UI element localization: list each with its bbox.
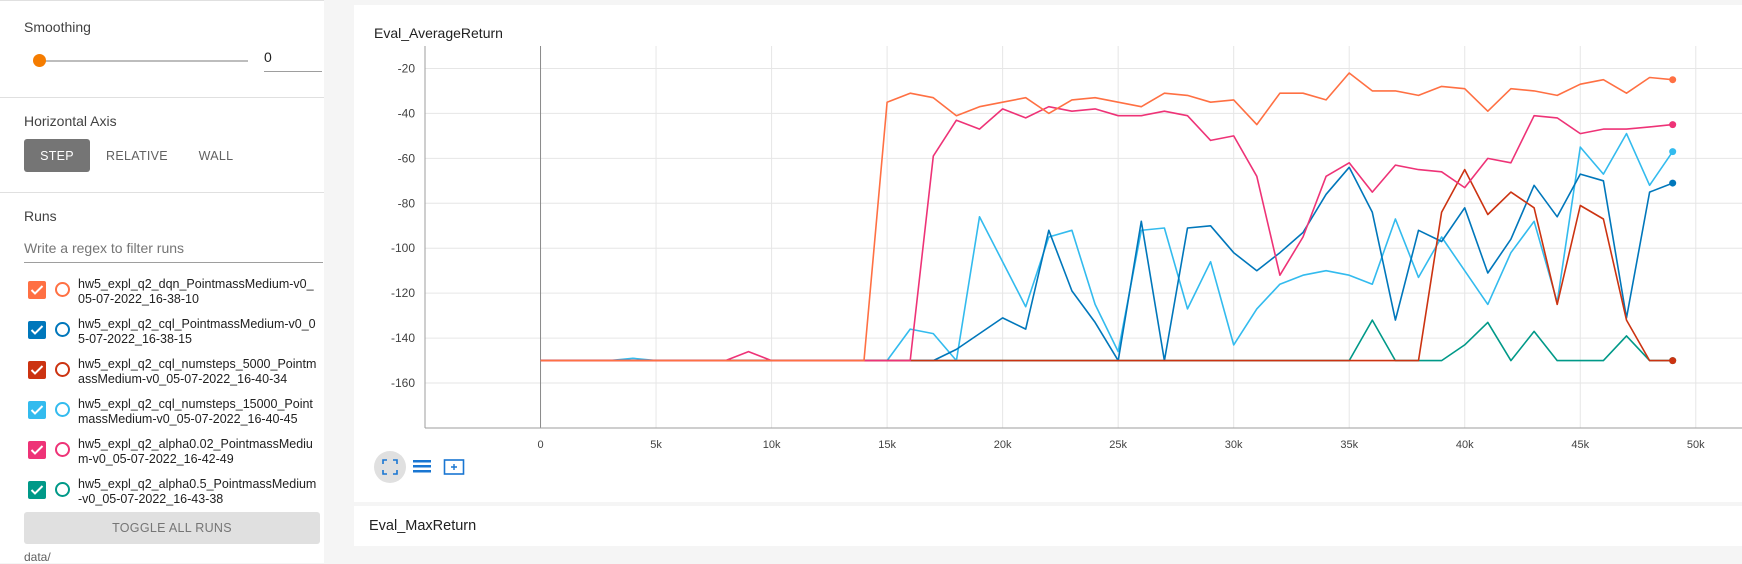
run-name: hw5_expl_q2_alpha0.5_PointmassMedium -v0_… (78, 477, 348, 507)
run-checkbox[interactable] (28, 481, 46, 499)
series-line (540, 168, 1673, 362)
y-tick-label: -60 (398, 151, 416, 165)
x-tick-label: 0 (537, 439, 543, 451)
run-name: hw5_expl_q2_cql_numsteps_5000_Pointm assM… (78, 357, 348, 387)
x-tick-label: 15k (878, 439, 896, 451)
x-tick-label: 45k (1571, 439, 1589, 451)
toggle-all-runs-button[interactable]: TOGGLE ALL RUNS (24, 512, 320, 544)
series-end-point (1669, 76, 1677, 84)
run-name-line: m-v0_05-07-2022_16-42-49 (78, 452, 234, 466)
series-end-point (1669, 179, 1677, 187)
run-row[interactable]: hw5_expl_q2_alpha0.02_PointmassMediu m-v0… (24, 436, 324, 476)
smoothing-slider-thumb[interactable] (33, 54, 46, 67)
run-color-circle[interactable] (55, 442, 70, 457)
run-checkbox[interactable] (28, 401, 46, 419)
run-checkbox[interactable] (28, 321, 46, 339)
divider (0, 0, 324, 1)
y-tick-label: -20 (398, 61, 416, 75)
run-color-circle[interactable] (55, 362, 70, 377)
series-line (540, 105, 1673, 362)
toggle-y-axis-icon[interactable] (438, 451, 470, 483)
series-line (540, 132, 1674, 362)
run-checkbox[interactable] (28, 361, 46, 379)
y-tick-label: -80 (398, 196, 416, 210)
run-name-line: hw5_expl_q2_cql_PointmassMedium-v0_0 (78, 317, 316, 331)
run-row[interactable]: hw5_expl_q2_alpha0.5_PointmassMedium -v0_… (24, 476, 324, 516)
run-name-line: hw5_expl_q2_cql_numsteps_5000_Pointm (78, 357, 317, 371)
run-row[interactable]: hw5_expl_q2_dqn_PointmassMedium-v0_ 05-07… (24, 276, 324, 316)
checkmark-icon (30, 285, 44, 295)
sidebar: Smoothing 0 Horizontal Axis STEP RELATIV… (0, 0, 324, 564)
y-tick-label: -100 (391, 241, 415, 255)
smoothing-slider-track[interactable] (40, 60, 248, 62)
divider (0, 97, 324, 98)
smoothing-value-input[interactable]: 0 (264, 49, 322, 72)
y-tick-label: -120 (391, 286, 415, 300)
series-end-point (1669, 121, 1677, 129)
run-color-circle[interactable] (55, 322, 70, 337)
run-row[interactable]: hw5_expl_q2_cql_numsteps_5000_Pointm assM… (24, 356, 324, 396)
divider (0, 192, 324, 193)
checkmark-icon (30, 485, 44, 495)
run-name-line: 05-07-2022_16-38-10 (78, 292, 199, 306)
run-name-line: hw5_expl_q2_dqn_PointmassMedium-v0_ (78, 277, 314, 291)
fit-domain-icon[interactable] (374, 451, 406, 483)
run-name: hw5_expl_q2_dqn_PointmassMedium-v0_ 05-07… (78, 277, 348, 307)
axis-wall-button[interactable]: WALL (198, 148, 234, 163)
x-tick-label: 10k (763, 439, 781, 451)
data-table-icon[interactable] (406, 451, 438, 483)
x-tick-label: 35k (1340, 439, 1358, 451)
run-checkbox[interactable] (28, 281, 46, 299)
y-tick-label: -40 (398, 106, 416, 120)
series-line (540, 72, 1673, 362)
run-name-line: 5-07-2022_16-38-15 (78, 332, 192, 346)
checkmark-icon (30, 365, 44, 375)
run-name: hw5_expl_q2_cql_numsteps_15000_Point mass… (78, 397, 348, 427)
run-name-line: massMedium-v0_05-07-2022_16-40-45 (78, 412, 298, 426)
chart-title: Eval_AverageReturn (374, 25, 503, 41)
checkmark-icon (30, 325, 44, 335)
run-color-circle[interactable] (55, 482, 70, 497)
run-row[interactable]: hw5_expl_q2_cql_PointmassMedium-v0_0 5-07… (24, 316, 324, 356)
run-color-circle[interactable] (55, 402, 70, 417)
y-tick-label: -140 (391, 331, 415, 345)
run-checkbox[interactable] (28, 441, 46, 459)
runs-filter-input[interactable]: Write a regex to filter runs (24, 240, 323, 263)
run-name-line: hw5_expl_q2_alpha0.02_PointmassMediu (78, 437, 313, 451)
run-color-circle[interactable] (55, 282, 70, 297)
checkmark-icon (30, 445, 44, 455)
series-end-point (1669, 148, 1677, 156)
runs-title: Runs (24, 208, 57, 224)
chart-svg[interactable]: -20 -40 -60 -80 -100 -120 -140 -160 0 5k 10k 15k 20k… (354, 5, 1742, 502)
run-name-line: assMedium-v0_05-07-2022_16-40-34 (78, 372, 288, 386)
smoothing-title: Smoothing (24, 19, 91, 35)
x-tick-label: 30k (1225, 439, 1243, 451)
second-chart-card: Eval_MaxReturn (354, 506, 1742, 546)
horizontal-axis-title: Horizontal Axis (24, 113, 117, 129)
run-name-line: hw5_expl_q2_cql_numsteps_15000_Point (78, 397, 313, 411)
x-tick-label: 20k (994, 439, 1012, 451)
x-tick-label: 50k (1687, 439, 1705, 451)
data-directory-label: data/ (24, 550, 51, 564)
chart-card: Eval_AverageReturn -20 -40 -60 -80 -100 -120-… (354, 5, 1742, 502)
checkmark-icon (30, 405, 44, 415)
run-name: hw5_expl_q2_alpha0.02_PointmassMediu m-v0… (78, 437, 348, 467)
series-line (540, 166, 1673, 362)
x-tick-label: 40k (1456, 439, 1474, 451)
axis-step-button[interactable]: STEP (24, 139, 90, 172)
y-tick-label: -160 (391, 376, 415, 390)
second-chart-title: Eval_MaxReturn (369, 518, 477, 534)
series-end-point (1669, 357, 1677, 365)
x-tick-label: 25k (1109, 439, 1127, 451)
x-tick-label: 5k (650, 439, 662, 451)
run-row[interactable]: hw5_expl_q2_cql_numsteps_15000_Point mass… (24, 396, 324, 436)
run-name-line: hw5_expl_q2_alpha0.5_PointmassMedium (78, 477, 317, 491)
run-name: hw5_expl_q2_cql_PointmassMedium-v0_0 5-07… (78, 317, 348, 347)
axis-relative-button[interactable]: RELATIVE (106, 148, 168, 163)
run-name-line: -v0_05-07-2022_16-43-38 (78, 492, 224, 506)
